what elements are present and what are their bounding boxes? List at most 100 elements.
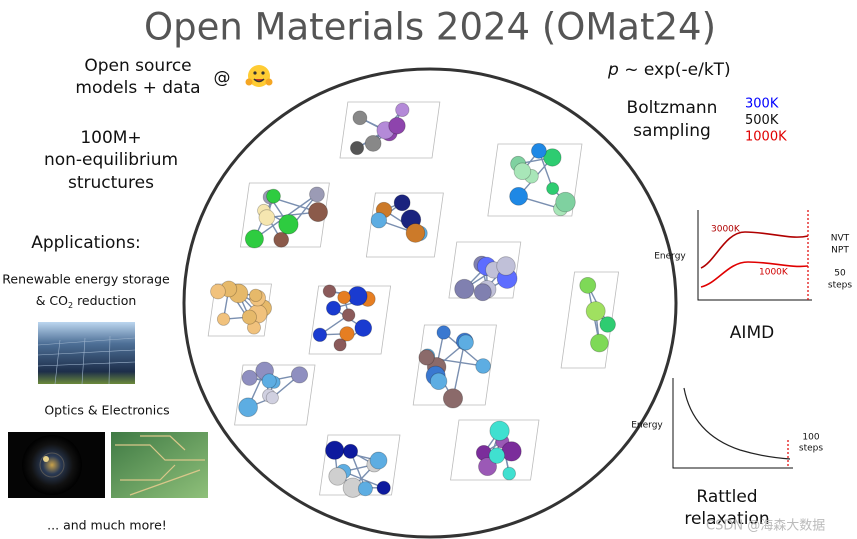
atom <box>337 290 351 305</box>
atom <box>326 300 341 316</box>
atom <box>341 308 356 322</box>
atom <box>513 162 532 181</box>
atom <box>328 467 347 486</box>
atom <box>278 214 299 235</box>
boltzmann-formula: p ~ exp(-e/kT) <box>607 60 731 80</box>
bond <box>452 341 466 399</box>
atom <box>354 319 373 337</box>
atom <box>488 447 506 464</box>
atom <box>261 373 277 389</box>
atom <box>546 182 560 196</box>
ensemble-label: NVT <box>831 234 850 244</box>
unit-cell <box>339 101 441 159</box>
atom <box>325 440 345 460</box>
rattled-chart: Energy 100 steps Rattled relaxation <box>631 378 823 529</box>
steps-label: 100 <box>802 433 819 443</box>
atom <box>347 286 368 307</box>
count-line: 100M+ <box>80 128 141 148</box>
ensemble-label: NPT <box>831 246 849 256</box>
atom <box>590 333 609 353</box>
atom <box>369 451 388 470</box>
more-label: ... and much more! <box>47 518 167 533</box>
application-label: Optics & Electronics <box>44 403 169 418</box>
atom <box>216 312 231 326</box>
atom <box>333 338 347 352</box>
atom <box>501 441 522 462</box>
applications-title: Applications: <box>31 233 141 253</box>
atom <box>370 212 388 229</box>
atom <box>322 284 337 298</box>
atom <box>249 288 263 303</box>
atom <box>405 223 426 243</box>
atom <box>442 388 464 409</box>
atom <box>352 110 368 126</box>
atom <box>273 231 290 248</box>
unit-cell <box>365 192 444 258</box>
atom <box>258 209 276 226</box>
crystal-structures <box>207 101 620 498</box>
open-source-line: Open source <box>84 56 191 76</box>
steps-label: steps <box>799 444 823 454</box>
atom <box>543 148 562 167</box>
atom <box>244 229 264 249</box>
title: Open Materials 2024 (OMat24) <box>144 6 716 49</box>
atom <box>357 481 373 497</box>
atom <box>388 117 406 135</box>
unit-cell <box>234 364 316 426</box>
hugging-face-icon <box>245 65 273 87</box>
atom <box>290 366 309 384</box>
temperature-label: 1000K <box>745 130 787 145</box>
atom <box>376 480 391 495</box>
atom <box>436 325 451 340</box>
formula-part: p <box>607 60 619 80</box>
atom <box>241 309 257 325</box>
atom <box>350 141 365 156</box>
atom <box>309 186 325 203</box>
subscript: 2 <box>68 301 73 310</box>
curve-label: 3000K <box>711 225 741 235</box>
application-label: Renewable energy storage <box>2 272 170 287</box>
atom <box>489 420 510 441</box>
atom <box>599 316 616 333</box>
atom <box>265 391 279 405</box>
watermark: CSDN @海森大数据 <box>706 519 825 534</box>
open-source-line: models + data <box>75 78 200 98</box>
application-label: & CO2 reduction <box>36 293 137 310</box>
atom <box>429 372 448 390</box>
atom <box>364 135 382 152</box>
atom <box>457 334 474 351</box>
unit-cell <box>450 419 540 481</box>
aimd-chart: Energy 3000K 1000K NVT NPT 50 steps AIMD <box>654 210 852 343</box>
camera-lens-image <box>8 432 105 498</box>
atom <box>343 443 359 459</box>
axis-label: Energy <box>631 421 663 431</box>
temperature-label: 300K <box>745 97 779 112</box>
atom <box>312 327 328 342</box>
at-sign: @ <box>214 68 231 88</box>
boltzmann-label: Boltzmann <box>627 98 718 118</box>
atom <box>393 194 411 212</box>
atom <box>473 283 492 302</box>
atom <box>308 202 328 222</box>
atom <box>478 457 497 477</box>
atom <box>579 276 597 294</box>
atom <box>266 188 281 204</box>
atom <box>238 397 258 418</box>
atom <box>496 256 516 276</box>
axis-label: Energy <box>654 252 686 262</box>
atom <box>339 326 355 342</box>
atom <box>585 301 606 322</box>
formula-part: ~ exp(-e/kT) <box>619 60 731 80</box>
unit-cell <box>308 285 392 355</box>
curve-label: 1000K <box>759 268 789 278</box>
solar-panel-image <box>37 322 136 385</box>
atom <box>395 102 410 117</box>
steps-label: steps <box>828 281 852 291</box>
structures-circle <box>182 67 678 539</box>
atom <box>502 466 516 481</box>
aimd-title: AIMD <box>730 323 774 343</box>
rattled-title: Rattled <box>696 487 757 507</box>
rattled-title: relaxation <box>684 509 769 529</box>
